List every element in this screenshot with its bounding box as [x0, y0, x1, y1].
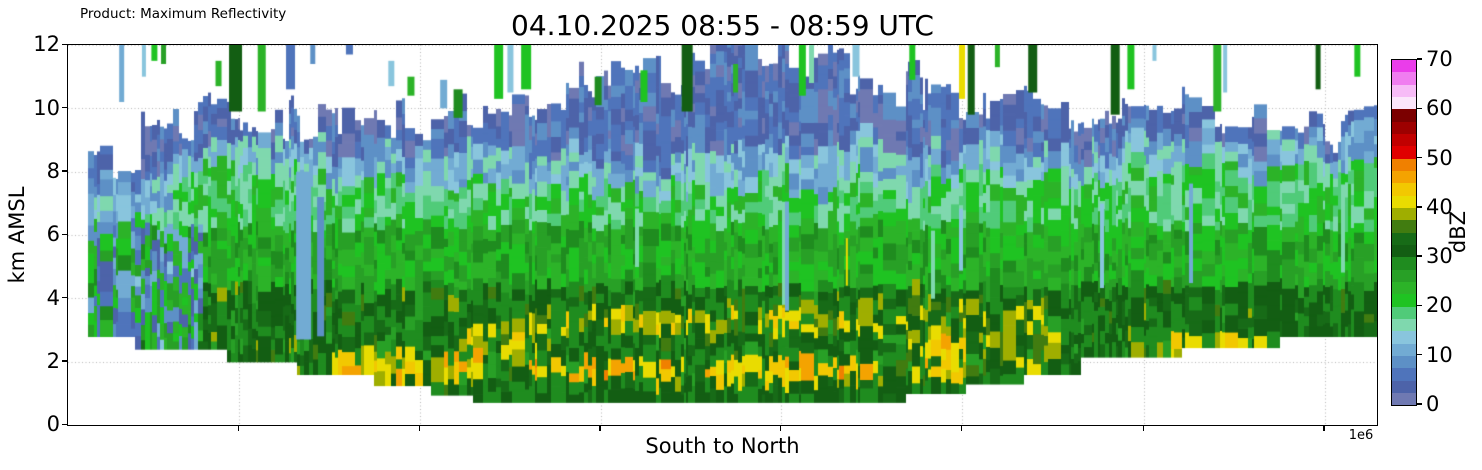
- y-tick-mark: [62, 233, 67, 235]
- colorbar-segment: [1392, 380, 1416, 393]
- x-tick-mark: [238, 425, 240, 431]
- x-tick-mark: [1323, 425, 1325, 431]
- colorbar-tick-mark: [1416, 354, 1422, 356]
- colorbar-segment: [1392, 294, 1416, 307]
- colorbar-segment: [1392, 121, 1416, 134]
- colorbar-segment: [1392, 368, 1416, 381]
- colorbar-tick-mark: [1416, 304, 1422, 307]
- y-tick-label: 2: [46, 348, 60, 373]
- x-tick-mark: [780, 425, 782, 431]
- colorbar-segment: [1392, 72, 1416, 85]
- colorbar-segment: [1392, 331, 1416, 344]
- x-tick-mark: [418, 425, 421, 431]
- colorbar-segment: [1392, 392, 1416, 406]
- colorbar-segment: [1392, 60, 1416, 73]
- y-tick-label: 4: [46, 285, 60, 310]
- y-tick-label: 10: [33, 95, 60, 120]
- colorbar-segment: [1392, 96, 1416, 110]
- colorbar-tick-label: 40: [1426, 194, 1453, 219]
- y-tick-label: 6: [46, 222, 60, 247]
- colorbar-tick-label: 20: [1426, 293, 1453, 318]
- colorbar-segment: [1392, 146, 1416, 159]
- colorbar-tick-label: 0: [1426, 392, 1440, 416]
- y-tick-label: 12: [33, 32, 60, 57]
- colorbar-segment: [1392, 343, 1416, 356]
- colorbar-segment: [1392, 170, 1416, 184]
- y-tick-mark: [62, 360, 67, 362]
- colorbar-segment: [1392, 244, 1416, 258]
- colorbar-label: dBZ: [1446, 210, 1470, 254]
- colorbar-segment: [1392, 195, 1416, 208]
- colorbar-tick-mark: [1416, 255, 1422, 257]
- colorbar: [1391, 59, 1417, 406]
- colorbar-segment: [1392, 109, 1416, 122]
- chart-title: 04.10.2025 08:55 - 08:59 UTC: [511, 9, 934, 42]
- colorbar-tick-label: 50: [1426, 145, 1453, 170]
- colorbar-segment: [1392, 318, 1416, 332]
- y-tick-mark: [62, 170, 67, 172]
- plot-frame: [67, 44, 1378, 426]
- reflectivity-heatmap: [68, 45, 1377, 425]
- colorbar-segment: [1392, 84, 1416, 97]
- colorbar-tick-mark: [1416, 403, 1422, 405]
- colorbar-segment: [1392, 133, 1416, 147]
- colorbar-tick-label: 60: [1426, 96, 1453, 121]
- y-tick-label: 8: [46, 158, 60, 183]
- y-tick-mark: [62, 106, 67, 109]
- colorbar-tick-mark: [1416, 156, 1422, 159]
- colorbar-tick-mark: [1416, 58, 1422, 60]
- colorbar-segment: [1392, 220, 1416, 233]
- y-tick-mark: [62, 423, 67, 425]
- colorbar-segment: [1392, 281, 1416, 295]
- colorbar-segment: [1392, 355, 1416, 369]
- x-axis-label: South to North: [645, 434, 800, 458]
- y-tick-label: 0: [46, 412, 60, 437]
- colorbar-segment: [1392, 158, 1416, 171]
- colorbar-segment: [1392, 306, 1416, 319]
- colorbar-tick-mark: [1416, 206, 1422, 208]
- x-tick-mark: [599, 425, 601, 431]
- colorbar-tick-mark: [1416, 107, 1422, 109]
- y-tick-mark: [62, 43, 67, 45]
- x-tick-mark: [960, 425, 963, 431]
- x-axis-offset-label: 1e6: [1348, 428, 1374, 443]
- colorbar-segment: [1392, 207, 1416, 221]
- colorbar-segment: [1392, 269, 1416, 282]
- colorbar-tick-label: 70: [1426, 47, 1453, 71]
- x-tick-mark: [1142, 425, 1144, 431]
- colorbar-tick-label: 30: [1426, 244, 1453, 269]
- colorbar-tick-label: 10: [1426, 342, 1453, 367]
- y-tick-mark: [62, 296, 67, 299]
- product-label: Product: Maximum Reflectivity: [80, 6, 287, 22]
- colorbar-segment: [1392, 232, 1416, 245]
- colorbar-segment: [1392, 257, 1416, 270]
- colorbar-segment: [1392, 183, 1416, 196]
